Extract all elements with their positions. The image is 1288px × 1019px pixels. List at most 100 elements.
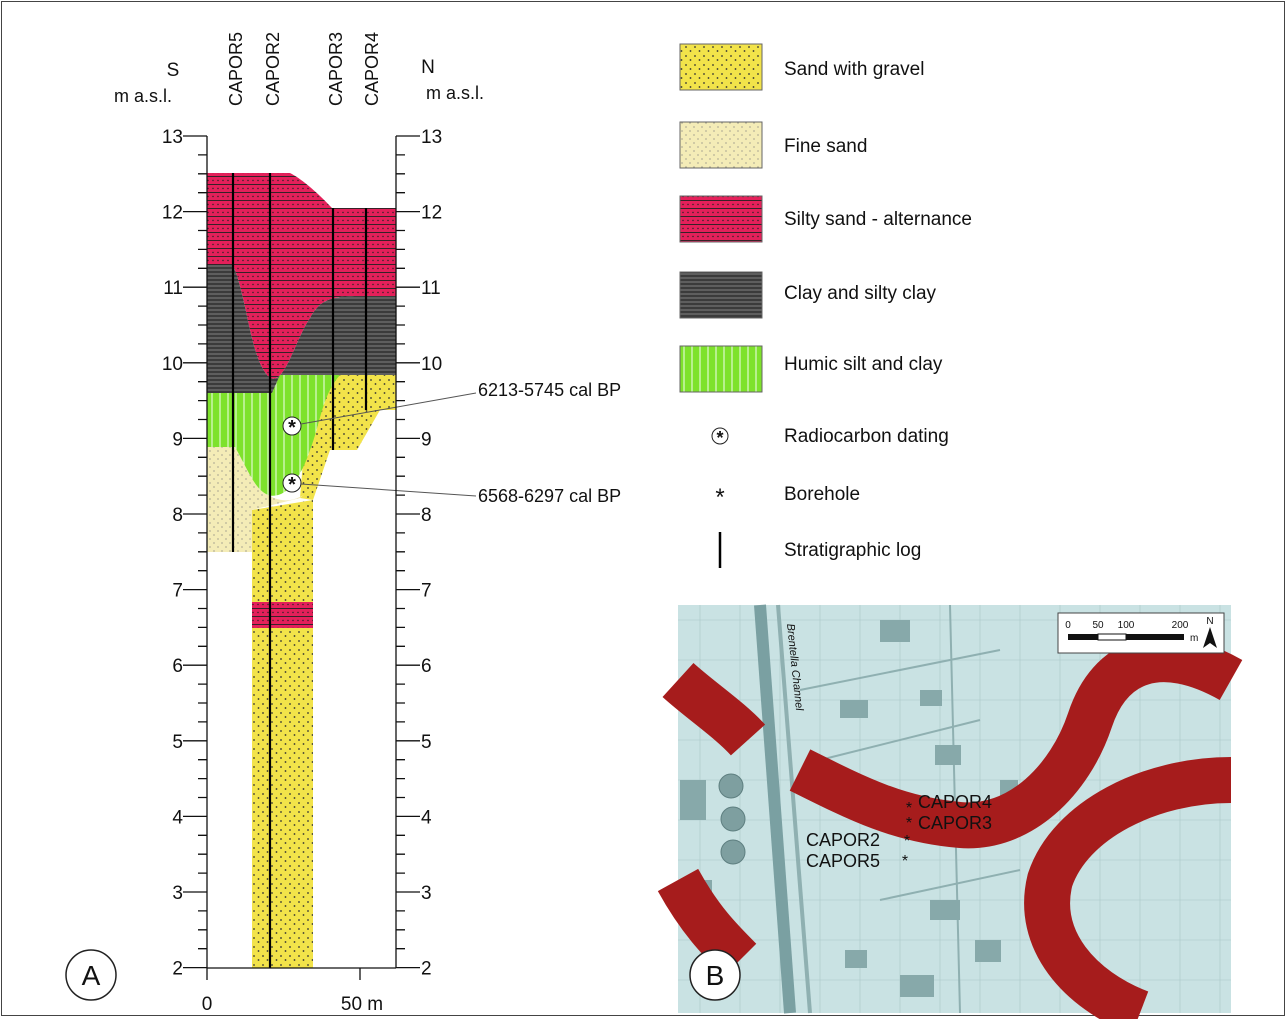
scale-tick-0: 0 [1065, 620, 1071, 631]
legend-label-fine-sand: Fine sand [784, 136, 867, 157]
date-label-lower: 6568-6297 cal BP [478, 486, 621, 506]
right-axis-tick-label: 4 [421, 807, 432, 828]
panel-b-badge: B [689, 949, 741, 1001]
north-arrow-icon [1203, 627, 1217, 648]
right-axis-tick-label: 10 [421, 354, 442, 375]
layer-silty-sand-top [207, 173, 396, 379]
scale-tick-200: 200 [1172, 620, 1189, 631]
right-axis-tick-label: 7 [421, 581, 432, 602]
legend: Sand with gravel Fine sand Silty sand - … [679, 43, 972, 568]
layer-sand-with-gravel-upper [300, 375, 396, 500]
left-unit-label: m a.s.l. [114, 86, 172, 106]
left-axis-tick-label: 3 [172, 883, 183, 904]
x-axis-start-label: 0 [202, 994, 213, 1015]
right-axis-tick-label: 13 [421, 127, 442, 148]
borehole-label-capor5: CAPOR5 [226, 32, 246, 106]
map-label-capor3: CAPOR3 [918, 813, 992, 833]
borehole-marker-capor5: * [902, 853, 908, 870]
right-depth-axis [395, 135, 420, 969]
radiocarbon-sample-upper: * [282, 416, 302, 439]
south-label: S [167, 60, 180, 81]
x-axis-end-label: 50 m [341, 994, 383, 1015]
legend-label-sand-with-gravel: Sand with gravel [784, 59, 924, 80]
left-axis-labels: 13 12 11 10 9 8 7 6 5 4 3 2 [162, 127, 184, 980]
paleochannel [657, 636, 1243, 1019]
right-axis-tick-label: 2 [421, 959, 432, 980]
borehole-markers: * * * * [902, 800, 912, 870]
panel-a-label: A [82, 960, 101, 991]
panel-a-badge: A [65, 949, 117, 1001]
legend-swatch-fine-sand [679, 121, 763, 169]
left-axis-tick-label: 5 [172, 732, 183, 753]
scale-tick-100: 100 [1118, 620, 1135, 631]
north-arrow-label: N [1206, 616, 1213, 627]
scale-bar: 0 50 100 200 m N [1057, 612, 1225, 654]
stratigraphic-section: * * [207, 173, 477, 968]
circled-asterisk-icon: * [711, 427, 729, 448]
left-depth-axis [183, 135, 208, 969]
svg-text:*: * [716, 428, 723, 448]
right-unit-label: m a.s.l. [426, 83, 484, 103]
borehole-marker-capor2: * [904, 833, 910, 850]
right-axis-tick-label: 8 [421, 505, 432, 526]
north-label: N [421, 57, 435, 78]
left-axis-tick-label: 11 [163, 278, 183, 299]
scale-unit: m [1190, 633, 1198, 644]
legend-label-clay: Clay and silty clay [784, 283, 937, 304]
left-axis-tick-label: 6 [172, 656, 183, 677]
legend-swatch-sand-with-gravel [679, 43, 763, 91]
borehole-marker-capor4: * [906, 800, 912, 817]
panel-b-label: B [706, 960, 725, 991]
borehole-marker-capor3: * [906, 815, 912, 832]
borehole-label-capor2: CAPOR2 [263, 32, 283, 106]
borehole-label-capor3: CAPOR3 [326, 32, 346, 106]
layer-sand-with-gravel-lower [252, 500, 313, 968]
legend-label-stratigraphic-log: Stratigraphic log [784, 540, 921, 561]
right-axis-tick-label: 5 [421, 732, 432, 753]
left-axis-tick-label: 2 [172, 959, 183, 980]
legend-label-silty-sand: Silty sand - alternance [784, 209, 972, 230]
date-leader-upper [300, 392, 477, 425]
right-axis-tick-label: 11 [421, 278, 441, 299]
right-axis-tick-label: 12 [421, 203, 442, 224]
date-leader-lower [300, 483, 477, 497]
road [776, 604, 812, 1014]
right-axis-tick-label: 3 [421, 883, 432, 904]
left-axis-tick-label: 7 [172, 581, 183, 602]
legend-label-humic: Humic silt and clay [784, 354, 943, 375]
brentella-channel [754, 604, 796, 1014]
left-axis-tick-label: 12 [162, 203, 183, 224]
road [799, 604, 1021, 1014]
left-axis-tick-label: 8 [172, 505, 183, 526]
map-label-capor2: CAPOR2 [806, 830, 880, 850]
scale-tick-50: 50 [1092, 620, 1104, 631]
left-axis-tick-label: 4 [172, 807, 183, 828]
map-tanks [718, 773, 746, 865]
layer-humic-silt-clay [207, 375, 340, 496]
left-axis-tick-label: 10 [162, 354, 183, 375]
date-label-upper: 6213-5745 cal BP [478, 380, 621, 400]
legend-label-borehole: Borehole [784, 484, 860, 505]
legend-swatch-humic [679, 345, 763, 393]
right-axis-labels: 13 12 11 10 9 8 7 6 5 4 3 2 [421, 127, 442, 980]
right-axis-tick-label: 6 [421, 656, 432, 677]
svg-text:*: * [288, 417, 296, 439]
legend-swatch-clay [679, 271, 763, 319]
right-axis-tick-label: 9 [421, 429, 432, 450]
radiocarbon-sample-lower: * [282, 473, 302, 496]
location-map: Brentella Channel 0 50 100 200 m N * * * [657, 604, 1243, 1019]
left-axis-tick-label: 13 [162, 127, 183, 148]
map-label-capor4: CAPOR4 [918, 792, 992, 812]
svg-text:*: * [288, 474, 296, 496]
legend-label-radiocarbon: Radiocarbon dating [784, 426, 949, 447]
borehole-label-capor4: CAPOR4 [362, 32, 382, 106]
asterisk-icon: * [715, 484, 724, 511]
map-label-capor5: CAPOR5 [806, 851, 880, 871]
layer-silty-sand-lens [252, 602, 313, 628]
left-axis-tick-label: 9 [172, 429, 183, 450]
legend-swatch-silty-sand [679, 195, 763, 243]
layer-clay [207, 265, 396, 393]
